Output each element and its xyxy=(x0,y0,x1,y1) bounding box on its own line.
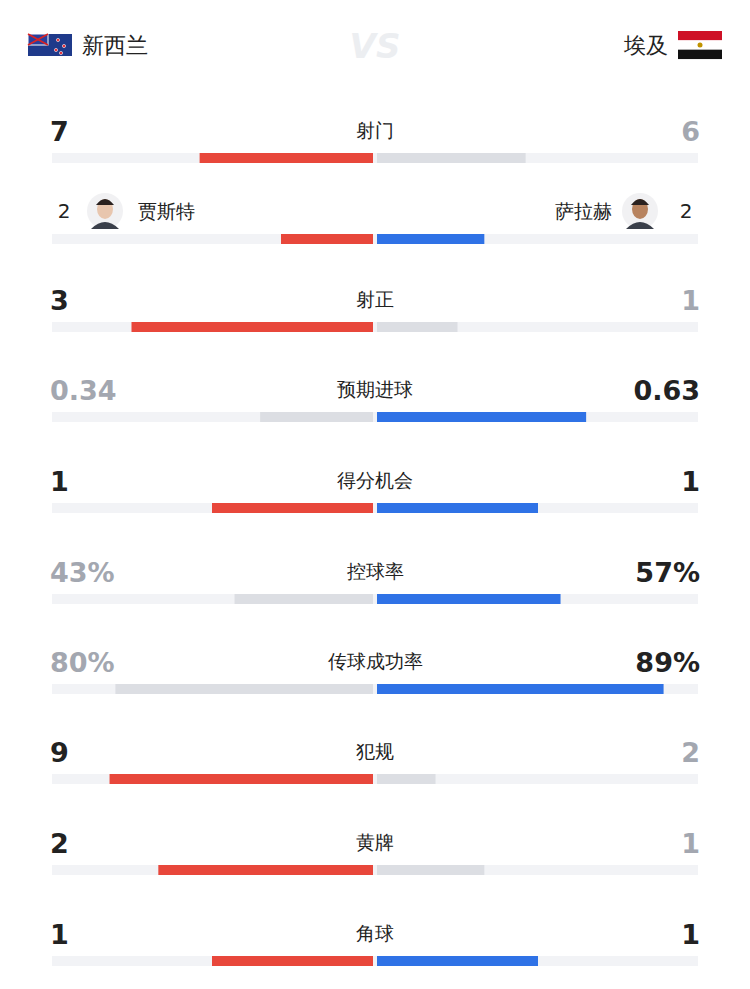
bar-left xyxy=(212,503,373,513)
value-right: 0.63 xyxy=(633,375,700,406)
bar-right xyxy=(377,322,458,332)
flag-stripe xyxy=(678,40,722,49)
bar-right xyxy=(377,234,484,244)
flag-cross xyxy=(28,34,48,45)
track xyxy=(52,956,698,966)
bar-left xyxy=(110,774,373,784)
track xyxy=(52,865,698,875)
flag-star xyxy=(54,48,57,51)
value-left: 43% xyxy=(50,557,115,588)
bar-left xyxy=(260,412,373,422)
bar-left xyxy=(115,684,373,694)
track xyxy=(52,322,698,332)
category-label: 黄牌 xyxy=(356,831,394,853)
category-label: 得分机会 xyxy=(337,469,413,491)
chart: 新西兰 VS 埃及射门 7 6 2 2 射正 3 1 预期进球 0.34 0.63 得分机会 1 1 控球率 43… xyxy=(0,0,750,989)
avatar-bg xyxy=(87,193,123,229)
bar-right xyxy=(377,684,664,694)
bar-right xyxy=(377,774,436,784)
avatar-hair xyxy=(631,199,649,205)
avatar xyxy=(87,193,123,229)
track xyxy=(52,684,698,694)
bar-left xyxy=(212,956,373,966)
avatar-face xyxy=(632,199,648,219)
value-left: 1 xyxy=(50,466,69,497)
header: 新西兰 VS 埃及 xyxy=(28,26,722,66)
track xyxy=(52,594,698,604)
avatar xyxy=(622,193,658,229)
value-right: 6 xyxy=(681,116,700,147)
player-name: 萨拉赫 xyxy=(555,200,612,222)
flag-star xyxy=(59,51,62,54)
labels: 射门 7 6 2 2 射正 3 1 预期进球 0.34 0.63 得分机会 1 1 控球率 43% 57% 传球成… xyxy=(50,116,700,950)
track xyxy=(52,503,698,513)
tracks xyxy=(52,153,698,966)
avatar-face xyxy=(97,199,113,219)
value-right: 1 xyxy=(681,828,700,859)
team-left: 新西兰 xyxy=(82,33,148,58)
avatar-bg xyxy=(622,193,658,229)
flag-cross xyxy=(28,34,48,45)
bars xyxy=(110,153,664,966)
value-left: 7 xyxy=(50,116,69,147)
category-label: 预期进球 xyxy=(337,378,413,400)
flag-right xyxy=(678,31,722,59)
value-right: 1 xyxy=(681,919,700,950)
value-left: 9 xyxy=(50,737,69,768)
flag-star xyxy=(56,38,59,41)
bar-left xyxy=(132,322,374,332)
value-right: 2 xyxy=(681,737,700,768)
value-left: 2 xyxy=(50,828,69,859)
track xyxy=(52,774,698,784)
bar-left xyxy=(281,234,373,244)
category-label: 射正 xyxy=(356,288,394,310)
flag-emblem xyxy=(698,43,703,48)
category-label: 控球率 xyxy=(347,560,404,582)
value-right: 57% xyxy=(635,557,700,588)
bar-left xyxy=(158,865,373,875)
team-right: 埃及 xyxy=(623,33,668,58)
avatar-body xyxy=(626,222,654,229)
value-left: 3 xyxy=(50,285,69,316)
flag-star xyxy=(62,44,65,47)
value-left: 80% xyxy=(50,647,115,678)
background xyxy=(0,0,750,989)
avatar-hair xyxy=(96,199,114,205)
value-right: 89% xyxy=(635,647,700,678)
value-right: 1 xyxy=(681,466,700,497)
flag-canton xyxy=(28,34,48,45)
category-label: 角球 xyxy=(356,922,394,944)
bar-left xyxy=(200,153,373,163)
bar-right xyxy=(377,412,586,422)
track xyxy=(52,412,698,422)
player-name: 贾斯特 xyxy=(138,200,195,222)
vs-label: VS xyxy=(350,26,401,66)
value-left: 0.34 xyxy=(50,375,117,406)
value-left: 2 xyxy=(58,199,71,223)
bar-left xyxy=(235,594,373,604)
bar-right xyxy=(377,865,484,875)
track xyxy=(52,234,698,244)
category-label: 射门 xyxy=(356,119,394,141)
value-right: 1 xyxy=(681,285,700,316)
bar-right xyxy=(377,956,538,966)
bar-right xyxy=(377,153,526,163)
category-label: 传球成功率 xyxy=(328,650,423,672)
value-right: 2 xyxy=(680,199,693,223)
flag-field xyxy=(28,34,72,56)
bar-right xyxy=(377,594,561,604)
avatar-body xyxy=(91,222,119,229)
bar-right xyxy=(377,503,538,513)
value-left: 1 xyxy=(50,919,69,950)
flag-left xyxy=(28,34,72,56)
flag-stripe xyxy=(678,31,722,40)
category-label: 犯规 xyxy=(356,740,394,762)
track xyxy=(52,153,698,163)
flag-stripe xyxy=(678,50,722,59)
